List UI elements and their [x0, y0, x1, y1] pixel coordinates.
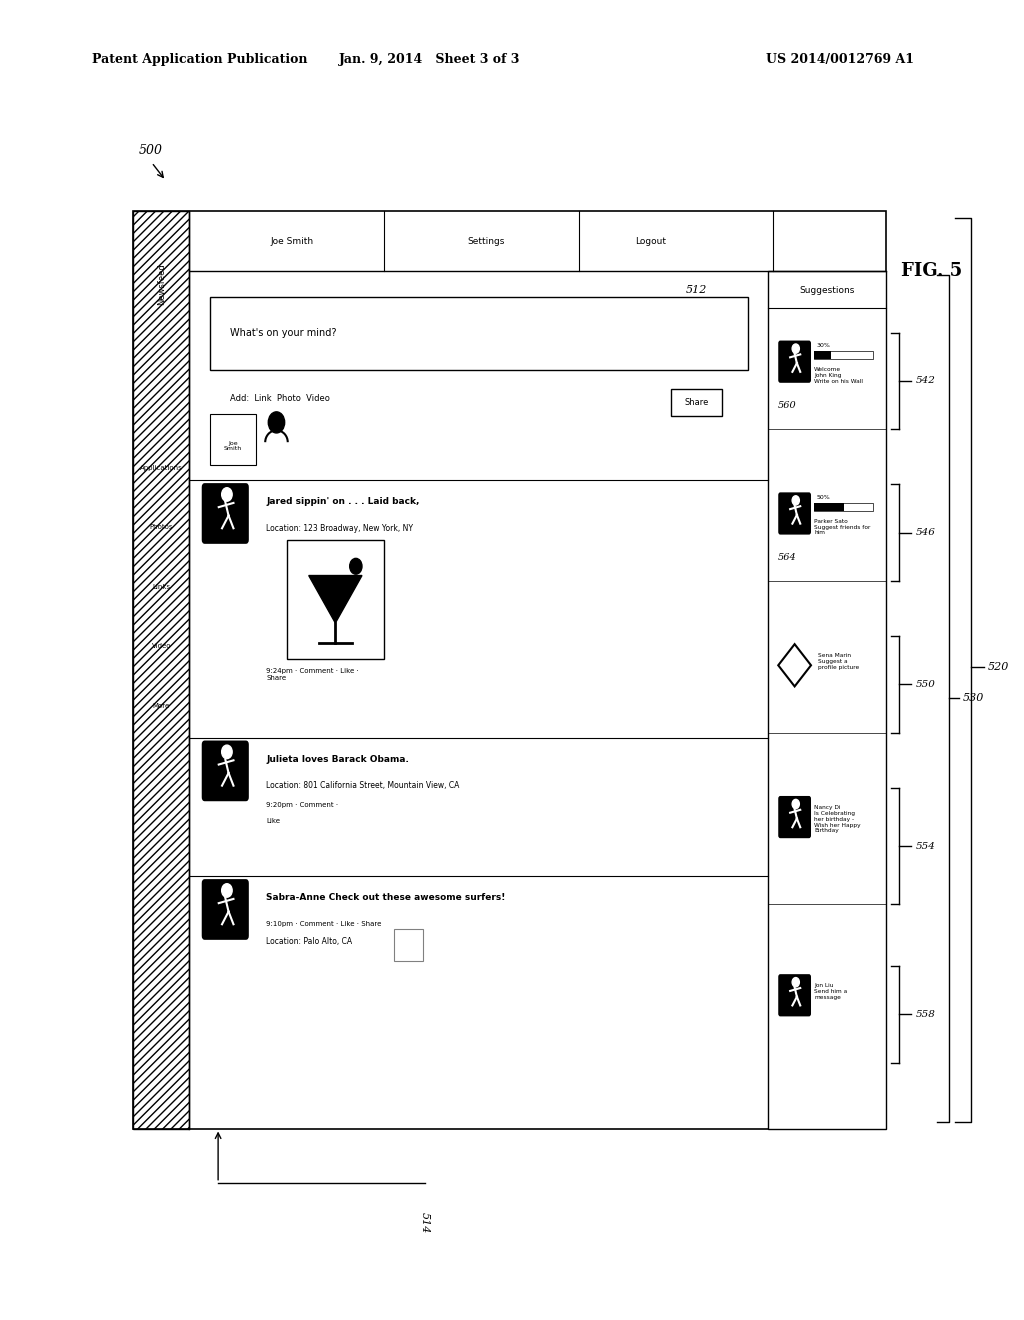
Text: Welcome
John King
Write on his Wall: Welcome John King Write on his Wall: [814, 367, 863, 384]
FancyBboxPatch shape: [778, 492, 811, 535]
Text: Jared sippin' on . . . Laid back,: Jared sippin' on . . . Laid back,: [266, 498, 420, 506]
Circle shape: [793, 345, 800, 354]
Text: Nancy Di
Is Celebrating
her birthday -
Wish her Happy
Birthday: Nancy Di Is Celebrating her birthday - W…: [814, 805, 861, 833]
Text: 520: 520: [988, 661, 1010, 672]
Text: More: More: [153, 702, 170, 709]
Bar: [814, 503, 844, 511]
Bar: [394, 929, 423, 961]
Text: Like: Like: [266, 818, 281, 824]
Text: Joe Smith: Joe Smith: [270, 238, 313, 246]
Text: What's on your mind?: What's on your mind?: [230, 329, 337, 338]
Bar: [210, 297, 748, 370]
Circle shape: [793, 496, 800, 506]
Text: Joe
Smith: Joe Smith: [224, 441, 242, 451]
Bar: [210, 414, 256, 465]
Text: Patent Application Publication: Patent Application Publication: [92, 53, 307, 66]
Text: 512: 512: [686, 285, 707, 296]
Text: FIG. 5: FIG. 5: [901, 261, 963, 280]
Text: 550: 550: [915, 680, 935, 689]
Circle shape: [221, 487, 232, 502]
Bar: [133, 211, 886, 1129]
Bar: [287, 540, 384, 659]
Text: Location: 123 Broadway, New York, NY: Location: 123 Broadway, New York, NY: [266, 524, 414, 532]
Text: 9:20pm · Comment ·: 9:20pm · Comment ·: [266, 803, 338, 808]
Text: 554: 554: [915, 842, 935, 850]
Text: 560: 560: [778, 401, 797, 409]
FancyBboxPatch shape: [778, 974, 811, 1016]
Text: US 2014/0012769 A1: US 2014/0012769 A1: [766, 53, 913, 66]
Bar: [814, 351, 873, 359]
Text: Settings: Settings: [468, 238, 505, 246]
Text: 542: 542: [915, 376, 935, 385]
Circle shape: [221, 883, 232, 898]
Text: 500: 500: [138, 144, 162, 157]
Text: Sabra-Anne Check out these awesome surfers!: Sabra-Anne Check out these awesome surfe…: [266, 894, 506, 902]
Bar: [814, 351, 831, 359]
Text: Photos: Photos: [150, 524, 173, 531]
Circle shape: [793, 800, 800, 809]
Polygon shape: [309, 576, 362, 623]
Text: Parker Sato
Suggest friends for
him: Parker Sato Suggest friends for him: [814, 519, 870, 536]
Circle shape: [349, 558, 362, 574]
Bar: [814, 503, 873, 511]
Text: Logout: Logout: [635, 238, 666, 246]
FancyBboxPatch shape: [202, 879, 249, 940]
Bar: [671, 389, 722, 416]
Text: 564: 564: [778, 553, 797, 561]
Bar: [133, 211, 189, 1129]
FancyBboxPatch shape: [202, 741, 249, 801]
Text: Location: 801 California Street, Mountain View, CA: Location: 801 California Street, Mountai…: [266, 781, 460, 789]
Text: Jon Liu
Send him a
message: Jon Liu Send him a message: [814, 983, 847, 1001]
Text: Newsfeed: Newsfeed: [157, 264, 166, 305]
Text: Suggestions: Suggestions: [799, 286, 855, 294]
Text: Sena Marin
Suggest a
profile picture: Sena Marin Suggest a profile picture: [818, 653, 859, 671]
FancyBboxPatch shape: [778, 796, 811, 838]
Text: Share: Share: [684, 399, 709, 407]
Text: Video: Video: [152, 643, 171, 649]
Text: 9:10pm · Comment · Like · Share: 9:10pm · Comment · Like · Share: [266, 921, 382, 927]
Text: Julieta loves Barack Obama.: Julieta loves Barack Obama.: [266, 755, 410, 763]
Text: Links: Links: [153, 583, 170, 590]
Text: 546: 546: [915, 528, 935, 537]
Circle shape: [221, 744, 232, 759]
Text: Add:  Link  Photo  Video: Add: Link Photo Video: [230, 395, 331, 403]
Text: 50%: 50%: [816, 495, 829, 500]
Text: 30%: 30%: [816, 343, 830, 348]
Text: Applications: Applications: [140, 465, 182, 471]
Bar: [768, 271, 886, 1129]
Text: 514: 514: [420, 1212, 430, 1233]
Circle shape: [268, 412, 285, 433]
FancyBboxPatch shape: [202, 483, 249, 544]
Text: 530: 530: [963, 693, 984, 704]
Text: 9:24pm · Comment · Like ·
Share: 9:24pm · Comment · Like · Share: [266, 668, 359, 681]
Text: Location: Palo Alto, CA: Location: Palo Alto, CA: [266, 937, 352, 945]
FancyBboxPatch shape: [778, 341, 811, 383]
Circle shape: [793, 978, 800, 987]
Text: 558: 558: [915, 1010, 935, 1019]
Text: Jan. 9, 2014   Sheet 3 of 3: Jan. 9, 2014 Sheet 3 of 3: [339, 53, 521, 66]
